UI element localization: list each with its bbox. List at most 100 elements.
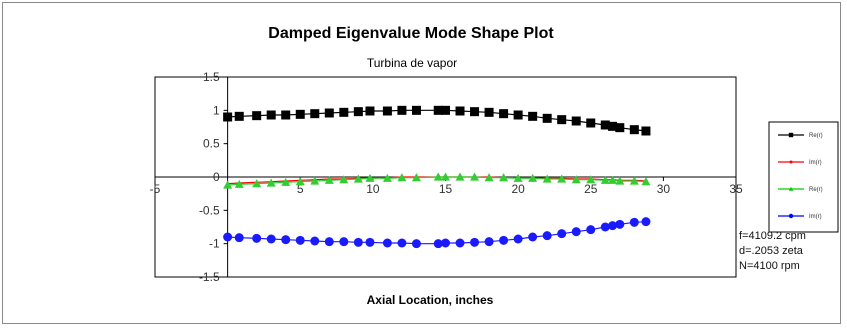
data-point [353, 107, 363, 117]
data-point [455, 172, 465, 181]
x-axis-label: Axial Location, inches [367, 293, 494, 307]
data-point [484, 173, 494, 182]
data-point [234, 233, 244, 243]
data-point [571, 116, 581, 126]
data-point [557, 115, 567, 125]
data-point [281, 110, 291, 120]
data-point [397, 238, 407, 248]
data-point [281, 235, 291, 245]
data-point [397, 105, 407, 115]
data-point [600, 222, 610, 232]
series-3 [223, 217, 651, 249]
legend-label: Im(r) [809, 160, 822, 166]
data-point [324, 237, 334, 247]
data-point [234, 179, 244, 188]
annotation-frequency: f=4109.2 cpm [739, 230, 806, 242]
data-point [266, 234, 276, 244]
data-point [615, 176, 625, 185]
data-point [470, 237, 480, 247]
data-point [513, 234, 523, 244]
x-tick-label: -5 [150, 182, 161, 196]
data-point [557, 229, 567, 239]
data-point [513, 173, 523, 182]
data-point [629, 125, 639, 135]
data-point [542, 231, 552, 241]
data-point [484, 237, 494, 247]
data-point [499, 235, 509, 245]
data-point [571, 227, 581, 237]
data-point [542, 174, 552, 183]
data-point [788, 213, 794, 219]
data-point [788, 132, 794, 138]
data-point [252, 233, 262, 243]
chart-subtitle: Turbina de vapor [367, 56, 457, 70]
data-point [788, 186, 794, 191]
data-point [252, 111, 262, 121]
x-tick-label: 35 [729, 182, 743, 196]
data-point [252, 179, 262, 188]
data-point [295, 109, 305, 119]
legend-marker [789, 160, 793, 164]
data-point [586, 175, 596, 184]
data-point [600, 120, 610, 130]
data-point [470, 107, 480, 117]
data-point [411, 239, 421, 249]
data-point [470, 172, 480, 181]
y-tick-label: -1.5 [199, 270, 220, 284]
legend-label: Im(r) [809, 214, 822, 220]
data-point [528, 232, 538, 242]
data-point [615, 219, 625, 229]
axes: -5 5 10 15 20 25 30 35 1.5 1 0.5 0 -0.5 -1 -1.5 [150, 70, 743, 284]
data-point [641, 177, 651, 186]
chart-title: Damped Eigenvalue Mode Shape Plot [268, 25, 554, 42]
chart-frame: Damped Eigenvalue Mode Shape Plot Turbin… [2, 2, 841, 324]
x-tick-label: 20 [511, 182, 525, 196]
data-point [339, 175, 349, 184]
data-point [641, 126, 651, 136]
annotation-speed: N=4100 rpm [739, 260, 800, 272]
data-point [641, 217, 651, 227]
data-point [608, 221, 618, 231]
data-point [324, 108, 334, 118]
y-tick-label: -0.5 [199, 203, 220, 217]
data-point [571, 175, 581, 184]
data-point [339, 107, 349, 117]
data-point [281, 177, 291, 186]
data-point [223, 112, 233, 122]
data-point [615, 123, 625, 133]
legend-label: Re(r) [809, 187, 823, 193]
data-point [499, 109, 509, 119]
data-point [295, 177, 305, 186]
series-2 [223, 172, 651, 189]
legend-label: Re(r) [809, 133, 823, 139]
data-point [608, 121, 618, 131]
data-point [542, 113, 552, 123]
data-point [608, 175, 618, 184]
data-point [339, 237, 349, 247]
y-tick-label: 1.5 [203, 70, 220, 84]
data-point [310, 109, 320, 119]
data-point [365, 106, 375, 116]
data-point [629, 176, 639, 185]
data-point [528, 111, 538, 121]
data-point [365, 173, 375, 182]
data-point [234, 111, 244, 121]
data-point [324, 175, 334, 184]
data-point [557, 174, 567, 183]
data-point [397, 173, 407, 182]
data-point [441, 172, 450, 181]
data-point [513, 110, 523, 120]
data-point [411, 105, 421, 115]
data-point [382, 106, 392, 116]
x-tick-label: 30 [657, 182, 671, 196]
data-point [484, 107, 494, 117]
data-point [528, 173, 538, 182]
data-point [223, 232, 233, 242]
data-point [365, 237, 375, 247]
y-tick-label: -1 [209, 237, 220, 251]
data-point [382, 238, 392, 248]
data-point [382, 173, 392, 182]
data-point [455, 106, 465, 116]
data-point [433, 239, 443, 249]
data-point [629, 217, 639, 227]
